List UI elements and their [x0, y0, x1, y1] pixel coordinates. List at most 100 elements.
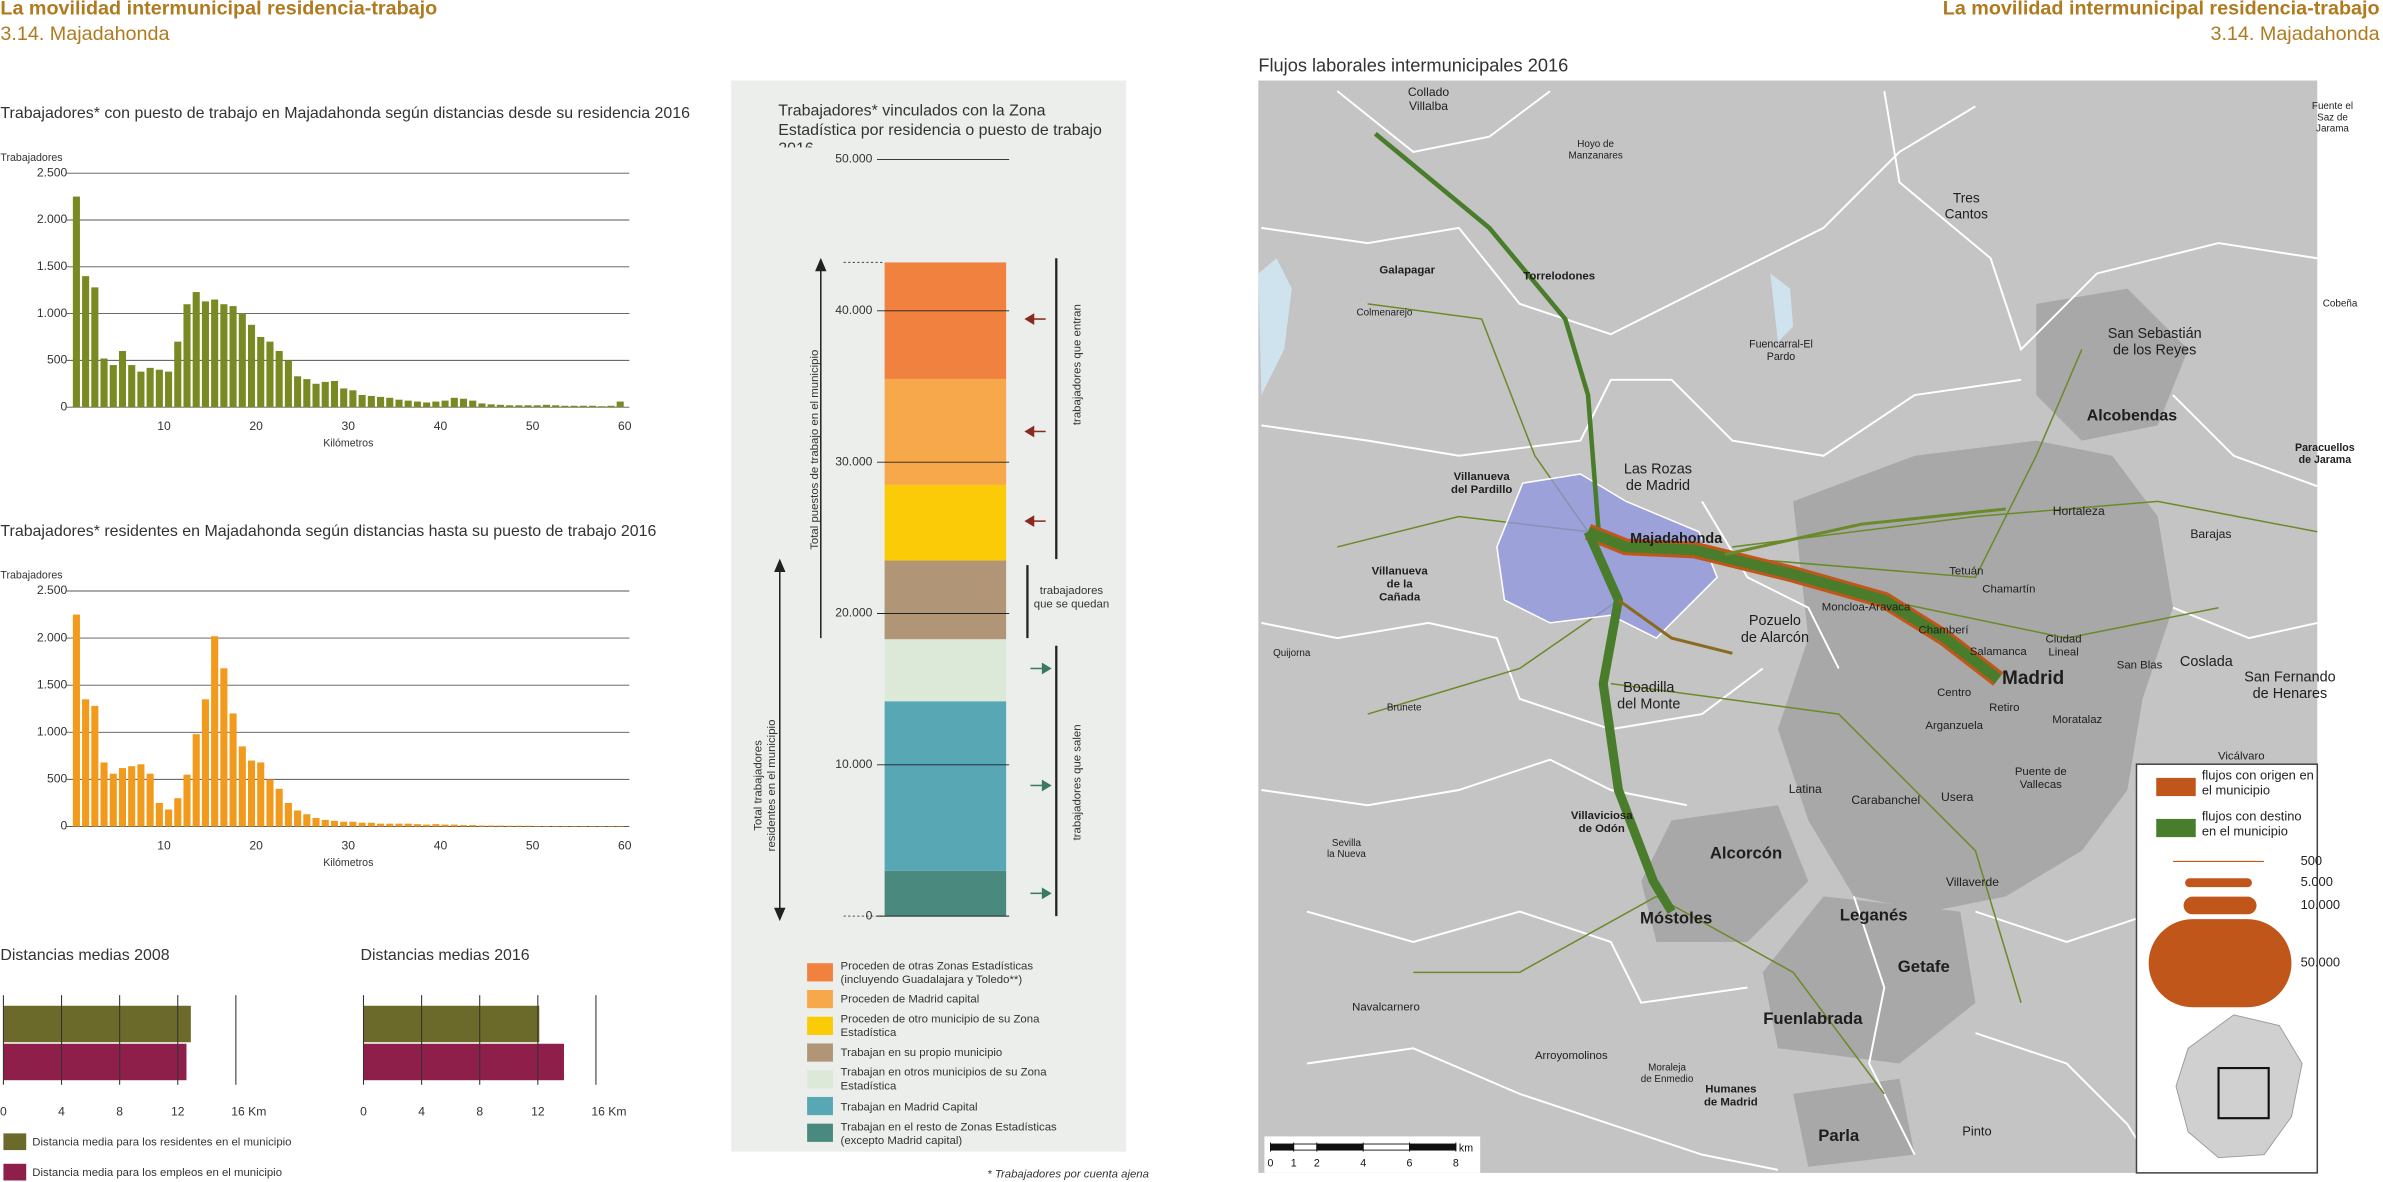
bar: [450, 824, 458, 827]
place-label: Coslada: [2180, 654, 2234, 670]
bar: [524, 405, 532, 408]
legend-label: flujos con destino en el municipio: [2201, 808, 2302, 839]
flow: [1694, 349, 2083, 579]
locator-map: [2175, 1014, 2303, 1159]
place-label: Vicálvaro: [2218, 751, 2265, 763]
legend-label-box: Proceden de otro municipio de su Zona Es…: [841, 1012, 1040, 1039]
arrow-head: [1041, 779, 1052, 792]
annotation-box: Total puestos de trabajo en el municipio: [807, 350, 821, 550]
scale-label: 8: [1453, 1158, 1459, 1170]
legend-label-box: Trabajan en Madrid Capital: [841, 1099, 978, 1113]
y-tick-label: 500: [47, 772, 68, 786]
x-tick-label: 4: [58, 1104, 65, 1118]
annotation-box: trabajadores que se quedan: [1034, 583, 1109, 610]
flow-destination: [1586, 526, 2002, 684]
place-label: del Pardillo: [1451, 484, 1512, 496]
flow-size-label: 500: [2301, 853, 2323, 868]
bar: [469, 825, 477, 827]
bar: [377, 823, 385, 827]
x-tick-label: 10: [157, 838, 171, 852]
bar: [91, 705, 99, 827]
arrow-head: [774, 558, 786, 573]
x-tick-label: 0: [0, 1104, 7, 1118]
legend-swatch: [807, 989, 833, 1009]
place-label: Chamartín: [1982, 583, 2035, 595]
bar: [275, 351, 283, 408]
footnote: * Trabajadores por cuenta ajena: [987, 1168, 1149, 1180]
chart-title-box: Trabajadores* vinculados con la Zona Est…: [778, 102, 1102, 148]
bar: [312, 818, 320, 827]
place-label: de Jarama: [2299, 454, 2352, 466]
y-tick-label: 0: [60, 399, 67, 413]
x-tick-label: 16 Km: [591, 1104, 626, 1118]
legend-label-box: flujos con destino en el municipio: [2201, 808, 2302, 839]
place-label: Chamberí: [1919, 625, 1970, 637]
y-tick-label: 0: [60, 819, 67, 833]
bar: [303, 814, 311, 827]
bar: [155, 802, 163, 827]
place-label: Paracuellos: [2295, 442, 2355, 454]
bar: [607, 405, 615, 408]
place-label: Cañada: [1379, 591, 1421, 603]
legend-label-box: Proceden de Madrid capital: [841, 992, 980, 1006]
bar: [183, 304, 191, 408]
bar: [294, 810, 302, 827]
y-tick-label: 0: [866, 908, 873, 922]
y-tick-label: 10.000: [835, 757, 872, 771]
legend-label: Distancia media para los empleos en el m…: [32, 1167, 282, 1179]
x-tick-label: 30: [342, 838, 356, 852]
place-label: Usera: [1941, 790, 1974, 804]
bar: [432, 401, 440, 408]
bar-segment: [884, 560, 1007, 640]
place-label: Sevilla: [1332, 838, 1362, 849]
place-label: Moraleja: [1648, 1063, 1686, 1074]
stack-arrows: [774, 257, 1058, 922]
place-label: Humanes: [1705, 1083, 1756, 1095]
x-tick-label: 10: [157, 419, 171, 433]
bar: [3, 1005, 191, 1043]
bar: [450, 397, 458, 408]
bar-segment: [884, 484, 1007, 561]
scale-segment: [1409, 1143, 1457, 1151]
place-label: Arroyomolinos: [1535, 1050, 1608, 1062]
flow-size-symbol: [2185, 878, 2252, 888]
bar: [266, 341, 274, 408]
flow: [1884, 599, 2219, 639]
place-label: Pozuelo: [1749, 613, 1801, 629]
place-label: Salamanca: [1970, 646, 2028, 658]
bar: [3, 1043, 187, 1081]
bar: [395, 399, 403, 408]
bar: [459, 398, 468, 408]
place-label: Villanueva: [1454, 471, 1511, 483]
bar: [165, 809, 173, 827]
bar: [515, 825, 523, 827]
place-label: Cobeña: [2323, 298, 2358, 309]
annotation-box: trabajadores que entran: [1070, 304, 1084, 425]
majadahonda-municipality: [1496, 473, 1719, 640]
arrow-head: [774, 907, 786, 922]
x-tick-label: 8: [116, 1104, 123, 1118]
bar: [118, 351, 127, 408]
annotation: trabajadores que salen: [1069, 724, 1084, 841]
place-label: Villalba: [1409, 99, 1448, 113]
bar: [423, 824, 431, 827]
bar: [201, 699, 209, 827]
bar: [128, 766, 136, 827]
x-tick-label: 12: [531, 1104, 545, 1118]
place-label: Collado: [1408, 85, 1449, 99]
boundary: [1336, 90, 1551, 153]
bar: [174, 341, 182, 408]
bar: [478, 403, 486, 408]
chart-title: Trabajadores* con puesto de trabajo en M…: [0, 105, 690, 122]
place-label: Las Rozas: [1624, 461, 1692, 477]
bar: [257, 336, 265, 408]
flow-size-label: 50.000: [2301, 955, 2340, 970]
place-label: Alcobendas: [2087, 408, 2177, 425]
bar: [100, 762, 108, 827]
bar: [542, 404, 551, 408]
place-label: del Monte: [1617, 697, 1680, 713]
x-tick-label: 12: [171, 1104, 185, 1118]
flow-destination: [1724, 507, 2006, 557]
